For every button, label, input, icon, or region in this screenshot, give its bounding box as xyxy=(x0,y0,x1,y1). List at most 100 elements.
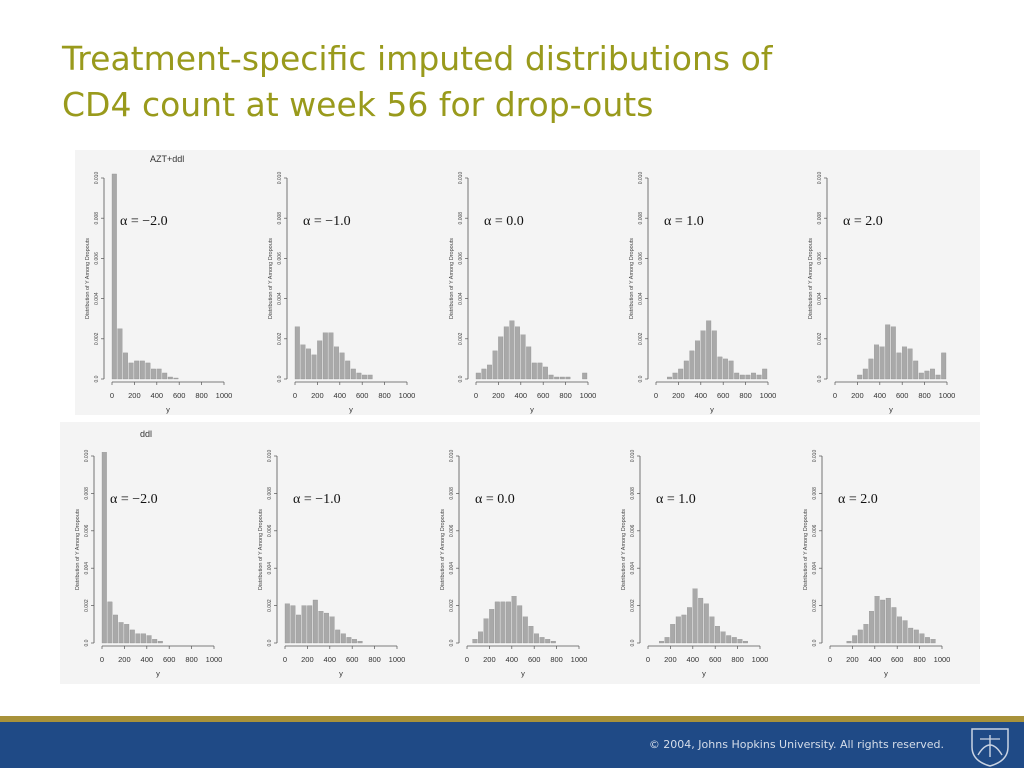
histogram-bar xyxy=(478,631,483,644)
y-tick-label: 0.0 xyxy=(458,375,464,382)
histogram-bar xyxy=(135,633,141,644)
histogram-bar xyxy=(550,640,556,644)
histogram-bar xyxy=(113,614,118,644)
y-tick-label: 0.006 xyxy=(458,252,464,265)
x-tick-label: 800 xyxy=(918,391,931,400)
y-axis-label: Distribution of Y Among Dropouts xyxy=(268,238,274,319)
histogram-bar xyxy=(885,597,891,644)
histogram-bar xyxy=(335,629,341,644)
histogram-bar xyxy=(539,637,545,644)
y-tick-label: 0.0 xyxy=(94,375,100,382)
y-tick-label: 0.010 xyxy=(630,450,636,463)
histogram-bar xyxy=(545,639,551,644)
histogram-bar xyxy=(318,611,324,644)
histogram-bar xyxy=(678,368,684,380)
histogram-bar xyxy=(664,637,670,644)
histogram-bar xyxy=(483,618,489,644)
y-tick-label: 0.0 xyxy=(449,639,455,646)
histogram-bar xyxy=(885,324,891,380)
histogram-bar xyxy=(352,639,357,644)
histogram-bar xyxy=(902,620,908,644)
x-axis-label: y xyxy=(349,405,353,414)
histogram-bar xyxy=(902,346,907,380)
histogram-bar xyxy=(141,633,146,644)
x-tick-label: 800 xyxy=(368,655,381,664)
histogram-bar xyxy=(745,374,751,380)
y-tick-label: 0.002 xyxy=(94,332,100,345)
x-tick-label: 0 xyxy=(465,655,469,664)
histogram-bar xyxy=(715,626,720,644)
histogram-grid-figure: AZT+ddl 0.0 0.002 0.004 0.006 0.008 0.010 Distr… xyxy=(60,150,980,684)
x-tick-label: 400 xyxy=(695,391,708,400)
y-tick-label: 0.0 xyxy=(812,639,818,646)
histogram-bar xyxy=(659,640,664,644)
y-tick-label: 0.008 xyxy=(84,487,90,500)
histogram-bar xyxy=(709,616,715,644)
x-tick-label: 1000 xyxy=(571,655,588,664)
histogram-bar xyxy=(711,330,717,380)
histogram-bar xyxy=(880,599,886,644)
y-tick-label: 0.006 xyxy=(449,524,455,537)
histogram-bar xyxy=(162,372,168,380)
histogram-bar xyxy=(296,614,301,644)
y-tick-label: 0.004 xyxy=(267,562,273,575)
y-tick-label: 0.004 xyxy=(449,562,455,575)
histogram-bar xyxy=(152,639,158,644)
y-tick-label: 0.010 xyxy=(458,172,464,185)
y-tick-label: 0.010 xyxy=(267,450,273,463)
histogram-panel-5: 0.0 0.002 0.004 0.006 0.008 0.010 Distribution… xyxy=(808,172,955,414)
x-tick-label: 1000 xyxy=(760,391,777,400)
histogram-bar xyxy=(846,640,852,644)
histogram-bar xyxy=(908,627,914,644)
histogram-bar xyxy=(734,372,740,380)
x-tick-label: 800 xyxy=(739,391,752,400)
histogram-bar xyxy=(862,368,868,380)
histogram-bar xyxy=(146,635,152,644)
x-axis-label: y xyxy=(710,405,714,414)
x-tick-label: 200 xyxy=(851,391,864,400)
histogram-bar xyxy=(506,601,511,644)
x-tick-label: 600 xyxy=(717,391,730,400)
histogram-bar xyxy=(852,635,858,644)
y-tick-label: 0.004 xyxy=(458,292,464,305)
histogram-bar xyxy=(723,358,728,380)
x-tick-label: 600 xyxy=(537,391,550,400)
histogram-bar xyxy=(857,374,863,380)
histogram-bar xyxy=(284,603,290,644)
histogram-bar xyxy=(554,376,560,380)
x-tick-label: 1000 xyxy=(389,655,406,664)
histogram-panel-6: ddl 0.0 0.002 0.004 0.006 0.008 0.010 Distribut… xyxy=(75,429,222,678)
group-label: AZT+ddl xyxy=(150,154,184,164)
alpha-annotation: α = 2.0 xyxy=(843,214,883,229)
x-tick-label: 1000 xyxy=(216,391,233,400)
y-tick-label: 0.002 xyxy=(84,599,90,612)
slide-title-line-1: Treatment-specific imputed distributions… xyxy=(62,39,773,78)
histogram-bar xyxy=(489,609,495,644)
histogram-bar xyxy=(726,635,732,644)
y-tick-label: 0.008 xyxy=(638,212,644,225)
x-tick-label: 400 xyxy=(687,655,700,664)
histogram-bar xyxy=(700,330,706,380)
x-axis-label: y xyxy=(889,405,893,414)
histogram-bar xyxy=(675,616,681,644)
histogram-bar xyxy=(357,640,363,644)
histogram-bar xyxy=(874,344,879,380)
histogram-bar xyxy=(565,376,571,380)
y-tick-label: 0.008 xyxy=(267,487,273,500)
histogram-bar xyxy=(472,639,478,644)
histogram-bar xyxy=(924,370,930,380)
histogram-panel-10: 0.0 0.002 0.004 0.006 0.008 0.010 Distribution… xyxy=(803,450,950,678)
y-tick-label: 0.006 xyxy=(638,252,644,265)
y-tick-label: 0.002 xyxy=(449,599,455,612)
x-tick-label: 200 xyxy=(846,655,859,664)
y-tick-label: 0.006 xyxy=(817,252,823,265)
x-tick-label: 1000 xyxy=(934,655,951,664)
histogram-panel-3: 0.0 0.002 0.004 0.006 0.008 0.010 Distribution… xyxy=(449,172,596,414)
histogram-bar xyxy=(350,368,356,380)
alpha-annotation: α = 1.0 xyxy=(656,492,696,507)
y-tick-label: 0.010 xyxy=(277,172,283,185)
x-tick-label: 400 xyxy=(869,655,882,664)
y-tick-label: 0.0 xyxy=(267,639,273,646)
histogram-bar xyxy=(156,368,162,380)
histogram-bar xyxy=(367,374,373,380)
